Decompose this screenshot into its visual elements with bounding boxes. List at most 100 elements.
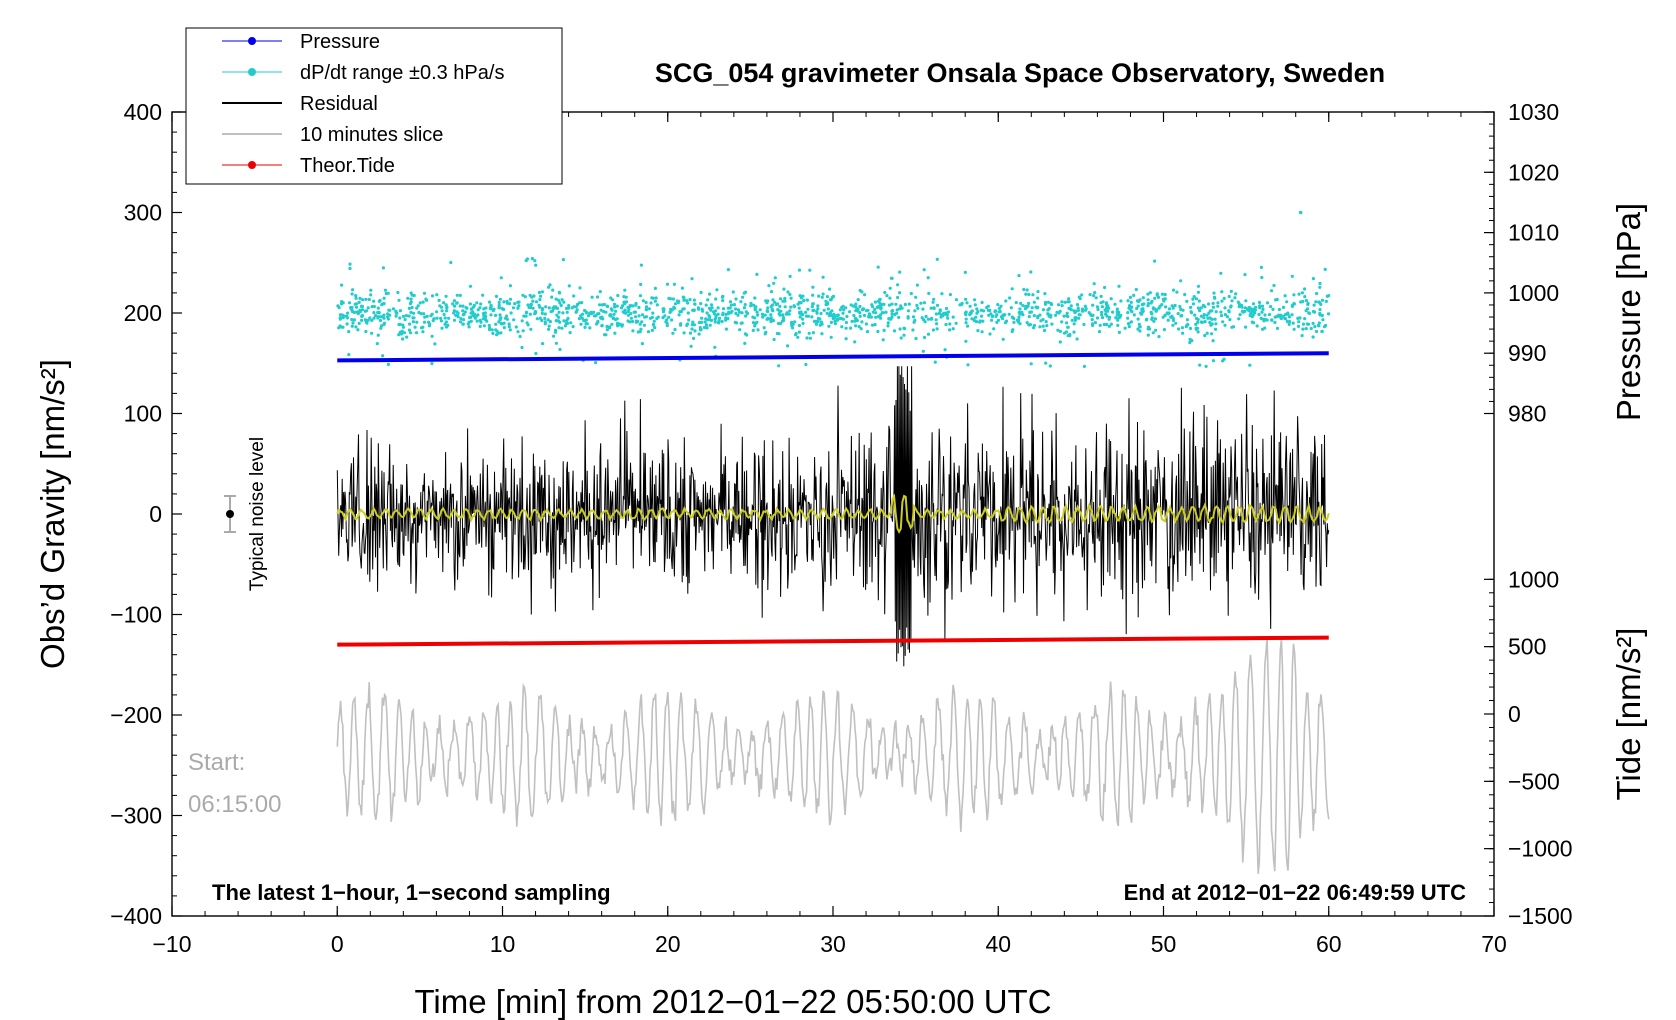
dpdt-point <box>934 312 939 316</box>
dpdt-point <box>1259 316 1263 320</box>
dpdt-point <box>778 304 782 308</box>
dpdt-point <box>1194 297 1198 301</box>
dpdt-point <box>391 307 396 311</box>
dpdt-point <box>412 311 416 315</box>
dpdt-point <box>1082 364 1086 368</box>
dpdt-point <box>1191 302 1195 306</box>
dpdt-point <box>447 316 451 320</box>
dpdt-point <box>513 302 517 306</box>
dpdt-point <box>1234 292 1238 296</box>
dpdt-point <box>1229 304 1233 308</box>
dpdt-point <box>814 319 818 323</box>
legend-tide: Theor.Tide <box>300 155 395 177</box>
dpdt-point <box>1318 308 1322 312</box>
dpdt-point <box>413 325 417 329</box>
dpdt-point <box>368 316 372 320</box>
dpdt-point <box>1096 307 1100 312</box>
dpdt-point <box>655 303 659 307</box>
dpdt-point <box>554 341 559 345</box>
dpdt-point <box>1292 327 1296 331</box>
dpdt-point <box>530 257 535 261</box>
dpdt-point <box>386 362 390 366</box>
start-time: 06:15:00 <box>188 791 281 818</box>
dpdt-point <box>915 283 920 287</box>
dpdt-point <box>1211 301 1215 305</box>
dpdt-point <box>1156 295 1161 299</box>
dpdt-point <box>672 282 677 286</box>
dpdt-point <box>1109 322 1113 326</box>
dpdt-point <box>1265 318 1269 322</box>
dpdt-point <box>1058 340 1062 344</box>
dpdt-point <box>601 309 606 314</box>
end-time-note: End at 2012−01−22 06:49:59 UTC <box>1124 880 1467 905</box>
dpdt-point <box>1137 322 1141 326</box>
dpdt-point <box>1260 275 1264 280</box>
dpdt-point <box>751 315 755 319</box>
dpdt-point <box>619 306 624 310</box>
dpdt-point <box>801 294 805 298</box>
dpdt-point <box>595 295 600 299</box>
dpdt-point <box>1171 323 1175 327</box>
dpdt-point <box>1277 307 1281 312</box>
dpdt-point <box>353 302 357 306</box>
dpdt-point <box>616 293 620 298</box>
dpdt-point <box>1309 326 1313 331</box>
dpdt-point <box>993 310 997 314</box>
tide-tick-label: −500 <box>1508 768 1560 794</box>
dpdt-point <box>1277 313 1281 317</box>
dpdt-point <box>709 303 714 307</box>
dpdt-point <box>592 314 597 318</box>
dpdt-point <box>351 288 355 292</box>
dpdt-point <box>922 335 927 340</box>
dpdt-point <box>505 299 509 303</box>
dpdt-point <box>1001 337 1005 341</box>
dpdt-point <box>357 300 361 304</box>
dpdt-point <box>363 318 367 322</box>
dpdt-point <box>886 324 890 328</box>
dpdt-point <box>638 322 642 326</box>
dpdt-point <box>708 323 712 327</box>
dpdt-point <box>548 320 553 324</box>
pressure-line <box>337 351 1329 363</box>
dpdt-point <box>537 290 542 295</box>
dpdt-point <box>734 297 738 301</box>
dpdt-point <box>877 304 881 309</box>
dpdt-point <box>1196 306 1200 310</box>
dpdt-point <box>876 265 880 269</box>
dpdt-point <box>605 324 609 329</box>
dpdt-point <box>854 324 858 328</box>
pressure-tick-label: 990 <box>1508 340 1546 366</box>
dpdt-point <box>1109 297 1113 301</box>
x-tick-label: 0 <box>331 931 344 957</box>
dpdt-point <box>1173 303 1177 308</box>
dpdt-point <box>499 331 503 335</box>
dpdt-point <box>913 309 917 313</box>
dpdt-point <box>440 309 444 313</box>
smoothed-line <box>336 493 1330 534</box>
dpdt-point <box>806 314 811 318</box>
dpdt-point <box>382 316 386 320</box>
dpdt-point <box>1099 301 1103 305</box>
dpdt-point <box>1249 311 1253 315</box>
dpdt-point <box>769 305 773 309</box>
dpdt-point <box>579 314 583 318</box>
legend-dpdt-marker <box>248 68 256 76</box>
dpdt-point <box>1075 303 1080 307</box>
dpdt-point <box>651 311 655 315</box>
dpdt-point <box>394 309 398 313</box>
dpdt-point <box>1022 287 1026 292</box>
dpdt-point <box>352 318 357 322</box>
dpdt-point <box>507 325 511 329</box>
dpdt-point <box>398 309 402 313</box>
dpdt-point <box>1027 292 1031 297</box>
dpdt-point <box>1221 320 1225 324</box>
dpdt-point <box>742 306 747 310</box>
dpdt-point <box>1138 325 1142 329</box>
dpdt-point <box>713 317 717 321</box>
dpdt-point <box>737 310 742 314</box>
dpdt-point <box>1004 299 1008 303</box>
dpdt-point <box>805 336 809 340</box>
dpdt-point <box>617 323 622 327</box>
dpdt-point <box>1060 320 1064 324</box>
